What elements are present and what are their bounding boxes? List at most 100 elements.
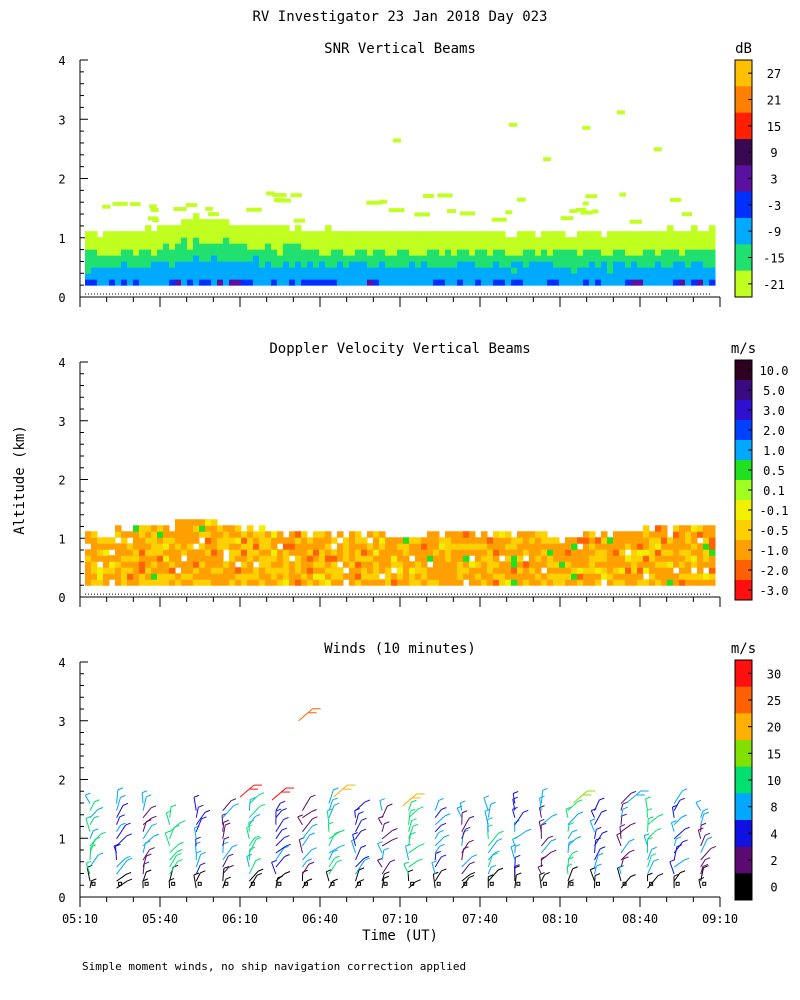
heatmap-cell <box>595 579 602 586</box>
heatmap-cell <box>709 567 716 574</box>
heatmap-cell <box>241 231 248 238</box>
heatmap-cell <box>667 555 674 562</box>
heatmap-cell <box>385 261 392 268</box>
wind-barb-flag <box>125 822 131 826</box>
heatmap-cell <box>625 267 632 274</box>
heatmap-cell <box>223 573 230 580</box>
heatmap-cell <box>637 279 644 286</box>
heatmap-cell <box>379 537 386 544</box>
heatmap-cell <box>373 549 380 556</box>
heatmap-cell <box>547 249 554 256</box>
heatmap-cell <box>427 261 434 268</box>
heatmap-cell <box>295 537 302 544</box>
heatmap-cell <box>217 555 224 562</box>
wind-barb <box>350 840 356 854</box>
heatmap-cell <box>619 543 626 550</box>
heatmap-cell <box>271 261 278 268</box>
wind-barb-flag <box>572 866 578 870</box>
heatmap-cell <box>613 261 620 268</box>
heatmap-cell <box>463 267 470 274</box>
wind-barb <box>193 827 197 839</box>
heatmap-cell <box>643 567 650 574</box>
heatmap-cell <box>391 537 398 544</box>
heatmap-cell <box>85 549 92 556</box>
colorbar-tick-label-10: 10 <box>767 774 781 788</box>
heatmap-cell <box>187 279 194 286</box>
sparse-echo <box>653 147 662 152</box>
heatmap-cell <box>469 243 476 250</box>
heatmap-cell <box>367 531 374 538</box>
heatmap-cell <box>565 249 572 256</box>
heatmap-cell <box>685 267 692 274</box>
heatmap-cell <box>589 243 596 250</box>
wind-barb <box>301 796 311 811</box>
wind-barb <box>142 849 151 861</box>
heatmap-cell <box>679 279 686 286</box>
heatmap-cell <box>121 567 128 574</box>
heatmap-cell <box>157 279 164 286</box>
heatmap-cell <box>673 537 680 544</box>
heatmap-cell <box>691 249 698 256</box>
heatmap-cell <box>331 255 338 262</box>
heatmap-cell <box>199 231 206 238</box>
heatmap-cell <box>211 261 218 268</box>
wind-barb-flag <box>700 822 707 826</box>
heatmap-cell <box>289 579 296 586</box>
heatmap-cell <box>283 267 290 274</box>
wind-barb-flag <box>200 851 206 855</box>
heatmap-cell <box>229 243 236 250</box>
heatmap-cell <box>547 231 554 238</box>
heatmap-cell <box>649 573 656 580</box>
heatmap-cell <box>133 579 140 586</box>
heatmap-cell <box>133 525 140 532</box>
heatmap-cell <box>109 573 116 580</box>
heatmap-cell <box>445 249 452 256</box>
heatmap-cell <box>553 279 560 286</box>
wind-barb-flag <box>122 802 129 806</box>
heatmap-cell <box>469 279 476 286</box>
heatmap-cell <box>409 249 416 256</box>
heatmap-cell <box>175 549 182 556</box>
wind-barb-flag <box>539 818 545 822</box>
sparse-echo <box>619 192 627 197</box>
heatmap-cell <box>703 243 710 250</box>
heatmap-cell <box>673 525 680 532</box>
heatmap-cell <box>361 579 368 586</box>
heatmap-cell <box>211 567 218 574</box>
heatmap-cell <box>499 279 506 286</box>
heatmap-cell <box>667 549 674 556</box>
heatmap-cell <box>91 549 98 556</box>
heatmap-cell <box>307 249 314 256</box>
heatmap-cell <box>169 555 176 562</box>
heatmap-cell <box>355 561 362 568</box>
heatmap-cell <box>181 237 188 244</box>
wind-barb-flag <box>438 797 444 801</box>
wind-barb-flag <box>623 856 629 860</box>
heatmap-cell <box>613 555 620 562</box>
heatmap-cell <box>265 255 272 262</box>
heatmap-cell <box>181 531 188 538</box>
heatmap-cell <box>115 273 122 280</box>
sparse-echo <box>569 209 578 214</box>
heatmap-cell <box>235 537 242 544</box>
heatmap-cell <box>259 525 266 532</box>
heatmap-cell <box>241 249 248 256</box>
heatmap-cell <box>157 261 164 268</box>
heatmap-cell <box>103 579 110 586</box>
heatmap-cell <box>391 273 398 280</box>
heatmap-cell <box>151 261 158 268</box>
heatmap-cell <box>367 279 374 286</box>
wind-barb <box>84 794 91 804</box>
heatmap-cell <box>157 249 164 256</box>
wind-barb-flag <box>647 872 653 876</box>
heatmap-cell <box>367 273 374 280</box>
wind-barb <box>142 855 147 868</box>
heatmap-cell <box>631 273 638 280</box>
heatmap-cell <box>691 237 698 244</box>
heatmap-cell <box>697 273 704 280</box>
heatmap-cell <box>373 537 380 544</box>
heatmap-cell <box>163 225 170 232</box>
heatmap-cell <box>673 573 680 580</box>
wind-barb-flag <box>97 852 104 856</box>
heatmap-cell <box>103 573 110 580</box>
